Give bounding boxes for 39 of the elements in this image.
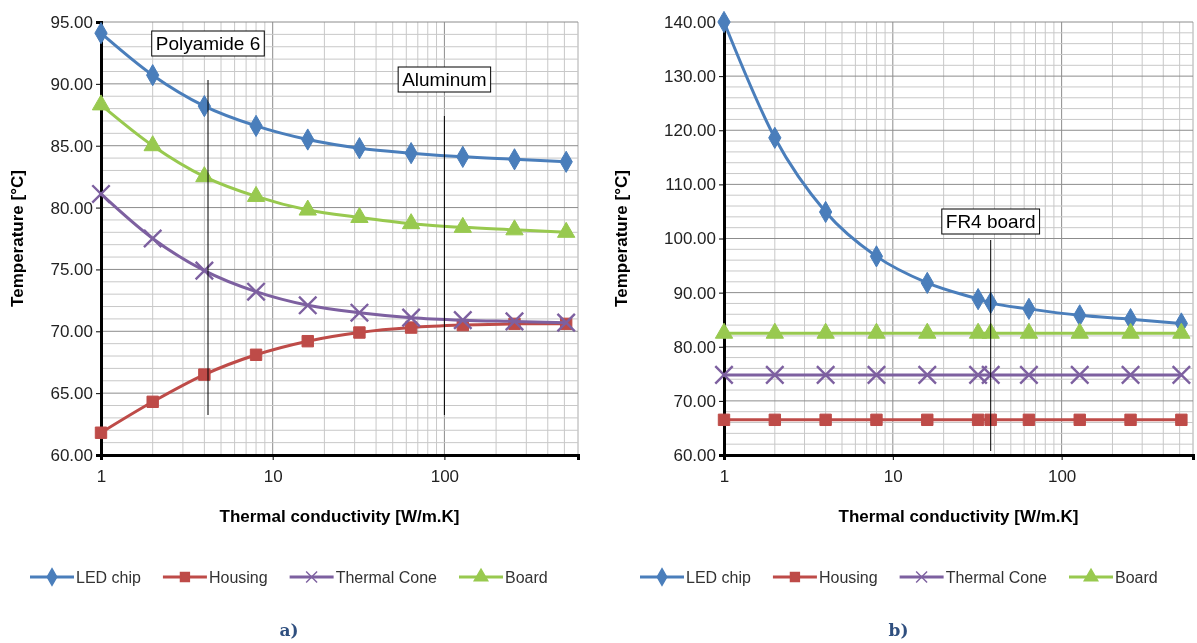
x-tick-label: 1: [719, 466, 730, 486]
legend-label: LED chip: [76, 568, 142, 586]
y-tick-label: 110.00: [665, 175, 716, 195]
legend-label: Housing: [818, 568, 878, 586]
x-axis-title: Thermal conductivity [W/m.K]: [838, 507, 1079, 526]
legend-label: Board: [1115, 568, 1158, 586]
y-tick-label: 70.00: [673, 391, 716, 411]
x-axis-title: Thermal conductivity [W/m.K]: [219, 507, 460, 526]
y-tick-label: 70.00: [50, 322, 93, 342]
legend-label: Thermal Cone: [945, 568, 1048, 586]
y-tick-label: 90.00: [673, 283, 716, 303]
x-tick-label: 10: [263, 466, 283, 486]
y-tick-label: 100.00: [664, 229, 716, 249]
y-tick-label: 80.00: [50, 198, 93, 218]
y-tick-label: 120.00: [664, 121, 716, 141]
y-tick-label: 85.00: [50, 136, 93, 156]
ref-line-label: FR4 board: [945, 211, 1036, 232]
y-tick-label: 90.00: [50, 74, 93, 94]
x-tick-label: 100: [430, 466, 460, 486]
ref-line-label: Aluminum: [402, 69, 487, 90]
y-tick-label: 130.00: [664, 67, 716, 87]
legend-label: Board: [505, 568, 548, 586]
y-axis-title: Temperature [°C]: [612, 170, 631, 307]
text: a): [279, 620, 299, 640]
y-axis-title: Temperature [°C]: [8, 170, 27, 307]
y-tick-label: 75.00: [50, 260, 93, 280]
legend-label: Housing: [208, 568, 268, 586]
y-tick-label: 80.00: [673, 337, 716, 357]
legend-label: Thermal Cone: [335, 568, 438, 586]
y-tick-label: 60.00: [673, 445, 716, 465]
x-tick-label: 10: [883, 466, 903, 486]
y-tick-label: 60.00: [50, 445, 93, 465]
y-tick-label: 65.00: [50, 384, 93, 404]
text: b): [888, 620, 909, 640]
y-tick-label: 140.00: [664, 12, 716, 32]
y-tick-label: 95.00: [50, 12, 93, 32]
x-tick-label: 1: [96, 466, 107, 486]
x-tick-label: 100: [1047, 466, 1077, 486]
legend-label: LED chip: [686, 568, 752, 586]
